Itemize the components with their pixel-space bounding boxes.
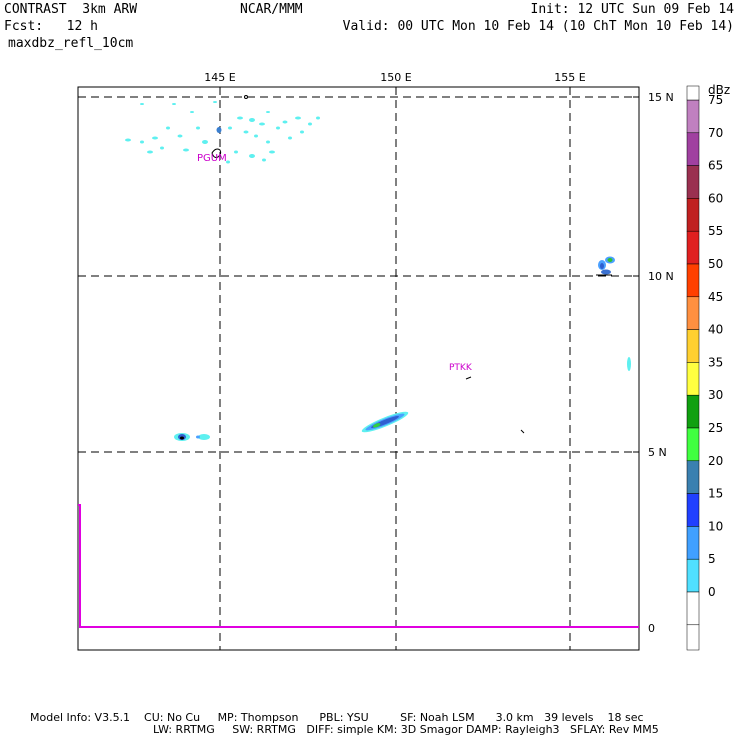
island-north xyxy=(244,95,248,99)
echoes-west-cluster xyxy=(174,433,210,441)
colorbar-swatch-70 xyxy=(686,132,700,166)
footer-physics-info: LW: RRTMG SW: RRTMG DIFF: simple KM: 3D … xyxy=(153,723,659,736)
colorbar-unit: dBz xyxy=(708,83,730,97)
colorbar-label-10: 10 xyxy=(708,519,723,533)
lat-label-0: 0 xyxy=(648,622,655,635)
map-frame xyxy=(77,86,640,651)
lon-label-155: 155 E xyxy=(554,71,585,84)
colorbar-label-40: 40 xyxy=(708,323,723,337)
echoes-guam-region xyxy=(125,101,320,164)
echoes-east-cluster xyxy=(596,256,615,276)
model-title: CONTRAST 3km ARW xyxy=(4,2,138,17)
colorbar-label-50: 50 xyxy=(708,257,723,271)
colorbar-label-45: 45 xyxy=(708,290,723,304)
init-time: Init: 12 UTC Sun 09 Feb 14 xyxy=(530,2,735,17)
colorbar-swatch-5 xyxy=(686,558,700,593)
colorbar-swatch-60 xyxy=(686,198,700,232)
organization-label: NCAR/MMM xyxy=(240,2,303,17)
echoes-central-band xyxy=(361,411,409,433)
echo-east-edge xyxy=(627,357,631,371)
valid-time: Valid: 00 UTC Mon 10 Feb 14 (10 ChT Mon … xyxy=(342,19,734,34)
forecast-hour: Fcst: 12 h xyxy=(4,19,98,34)
guam-island xyxy=(211,148,222,158)
colorbar-swatch-35 xyxy=(686,362,700,396)
colorbar-swatch-55 xyxy=(686,230,700,265)
colorbar-swatch-20 xyxy=(686,460,700,494)
ptkk-island xyxy=(465,376,472,380)
station-label-pgum: PGUM xyxy=(197,153,227,164)
colorbar-label-70: 70 xyxy=(708,126,723,140)
colorbar-label-30: 30 xyxy=(708,388,723,402)
colorbar-label-20: 20 xyxy=(708,454,723,468)
echo-core-guam xyxy=(216,127,222,133)
colorbar-swatch-30 xyxy=(686,394,700,429)
colorbar-swatch-0 xyxy=(686,591,700,626)
lon-label-145: 145 E xyxy=(204,71,235,84)
colorbar-label-15: 15 xyxy=(708,487,723,501)
colorbar-label-65: 65 xyxy=(708,159,723,173)
colorbar-swatch-40 xyxy=(686,329,700,363)
colorbar-label-55: 55 xyxy=(708,224,723,238)
colorbar-label-60: 60 xyxy=(708,191,723,205)
colorbar-swatch-50 xyxy=(686,263,700,298)
field-name: maxdbz_refl_10cm xyxy=(8,36,134,51)
colorbar-label-25: 25 xyxy=(708,421,723,435)
lat-label-5: 5 N xyxy=(648,446,667,459)
domain-boundary xyxy=(78,504,639,628)
colorbar-swatch-65 xyxy=(686,165,700,199)
colorbar-label-35: 35 xyxy=(708,355,723,369)
colorbar-top-cap xyxy=(686,85,700,101)
colorbar-swatch-15 xyxy=(686,493,700,527)
graticule xyxy=(78,87,639,650)
colorbar-bottom-cap xyxy=(686,624,700,651)
station-label-ptkk: PTKK xyxy=(449,363,473,373)
colorbar-label-5: 5 xyxy=(708,552,716,566)
small-island xyxy=(520,429,525,434)
colorbar-swatch-45 xyxy=(686,296,700,330)
colorbar-swatch-75 xyxy=(686,99,700,134)
colorbar-swatch-25 xyxy=(686,427,700,462)
tick-marks xyxy=(219,87,639,453)
lat-label-10: 10 N xyxy=(648,270,674,283)
lat-label-15: 15 N xyxy=(648,91,674,104)
colorbar-label-75: 75 xyxy=(708,93,723,107)
footer-model-info: Model Info: V3.5.1 CU: No Cu MP: Thompso… xyxy=(30,711,644,724)
lon-label-150: 150 E xyxy=(380,71,411,84)
colorbar-label-0: 0 xyxy=(708,585,716,599)
colorbar-swatch-10 xyxy=(686,526,700,560)
